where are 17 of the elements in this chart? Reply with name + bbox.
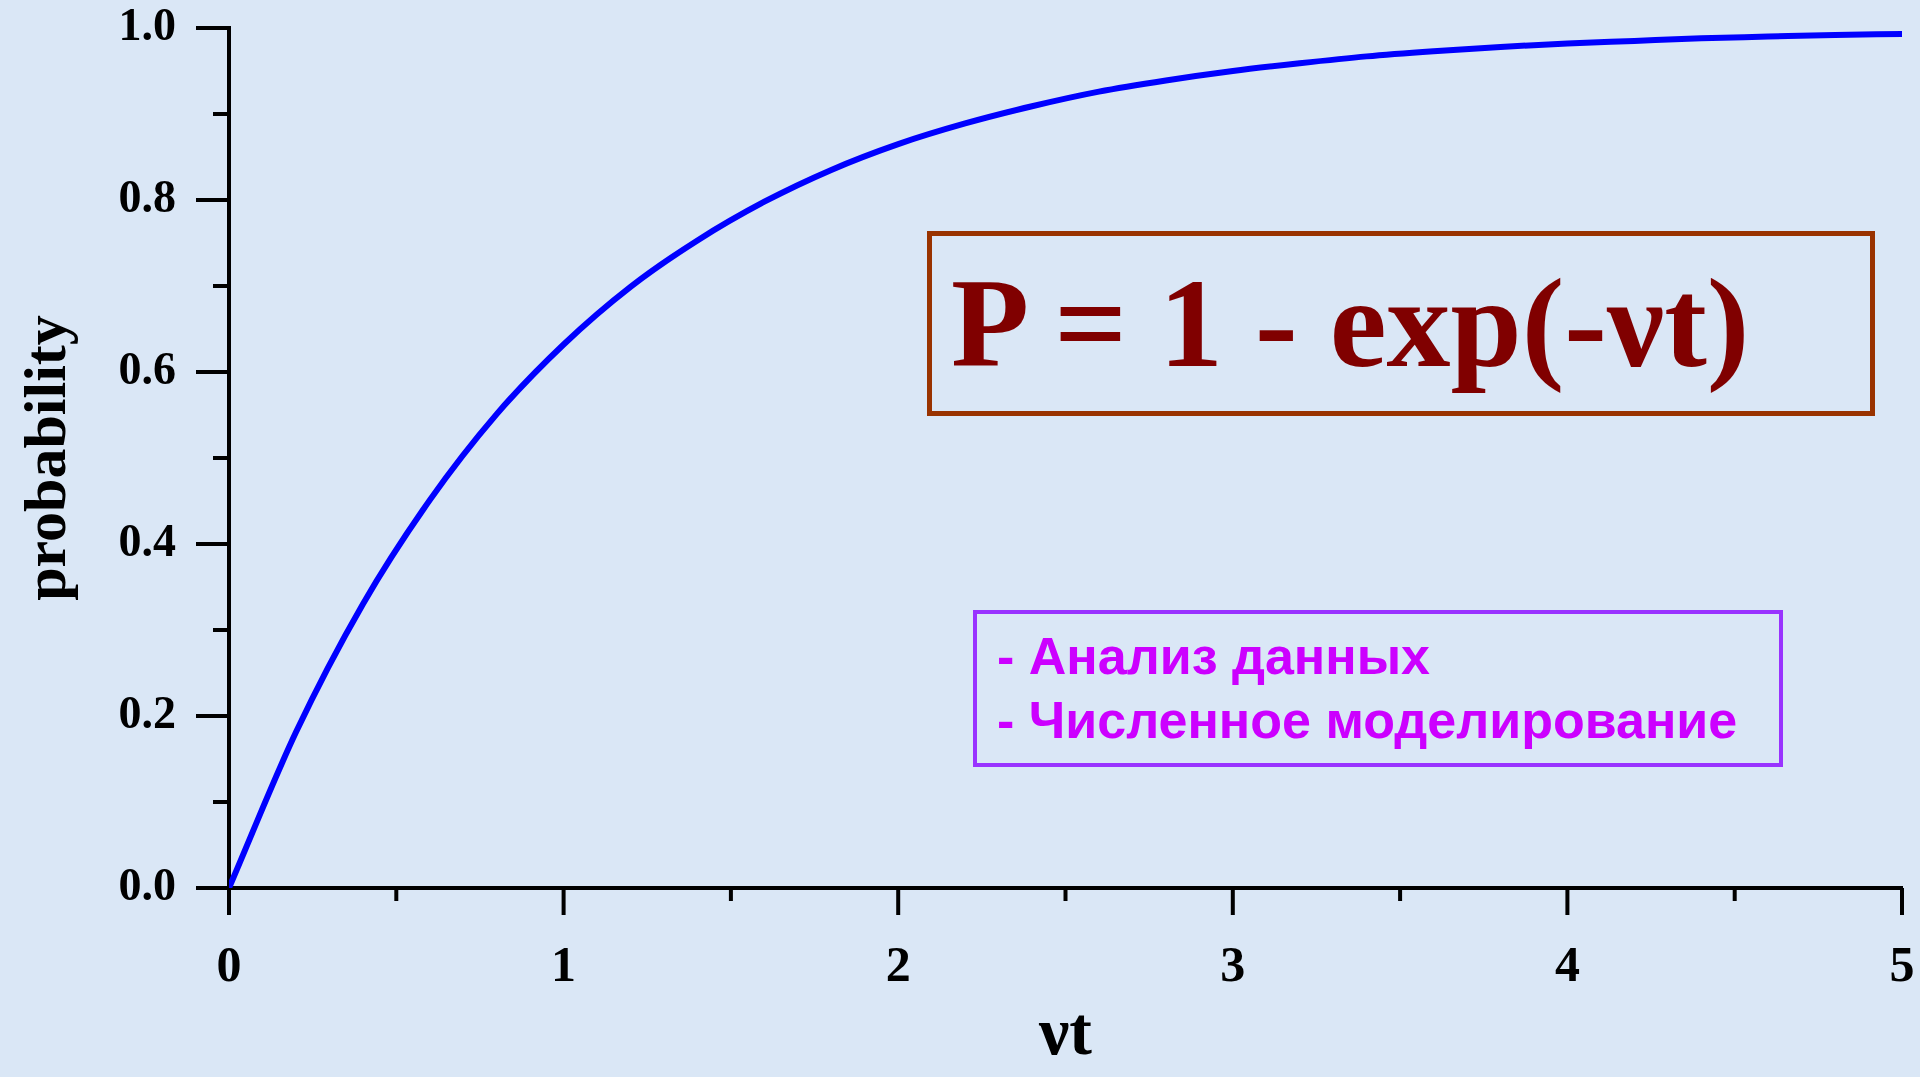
- y-tick-label: 1.0: [118, 0, 176, 50]
- annotation: - Анализ данных: [997, 626, 1431, 687]
- x-tick-label: 2: [885, 935, 911, 992]
- y-tick-label: 0.2: [118, 686, 176, 738]
- y-tick-label: 0.8: [118, 170, 176, 222]
- x-tick-label: 1: [551, 935, 577, 992]
- x-tick-label: 5: [1889, 935, 1915, 992]
- annotation: - Численное моделирование: [997, 690, 1738, 751]
- x-tick-label: 3: [1220, 935, 1246, 992]
- y-axis-title: probability: [11, 315, 78, 601]
- y-tick-label: 0.0: [118, 858, 176, 910]
- annotation: P = 1 - exp(-νt): [951, 251, 1750, 396]
- y-tick-label: 0.6: [118, 342, 176, 394]
- y-tick-label: 0.4: [118, 514, 176, 566]
- x-tick-label: 4: [1554, 935, 1580, 992]
- x-tick-label: 0: [216, 935, 242, 992]
- x-axis-title: νt: [1037, 992, 1093, 1069]
